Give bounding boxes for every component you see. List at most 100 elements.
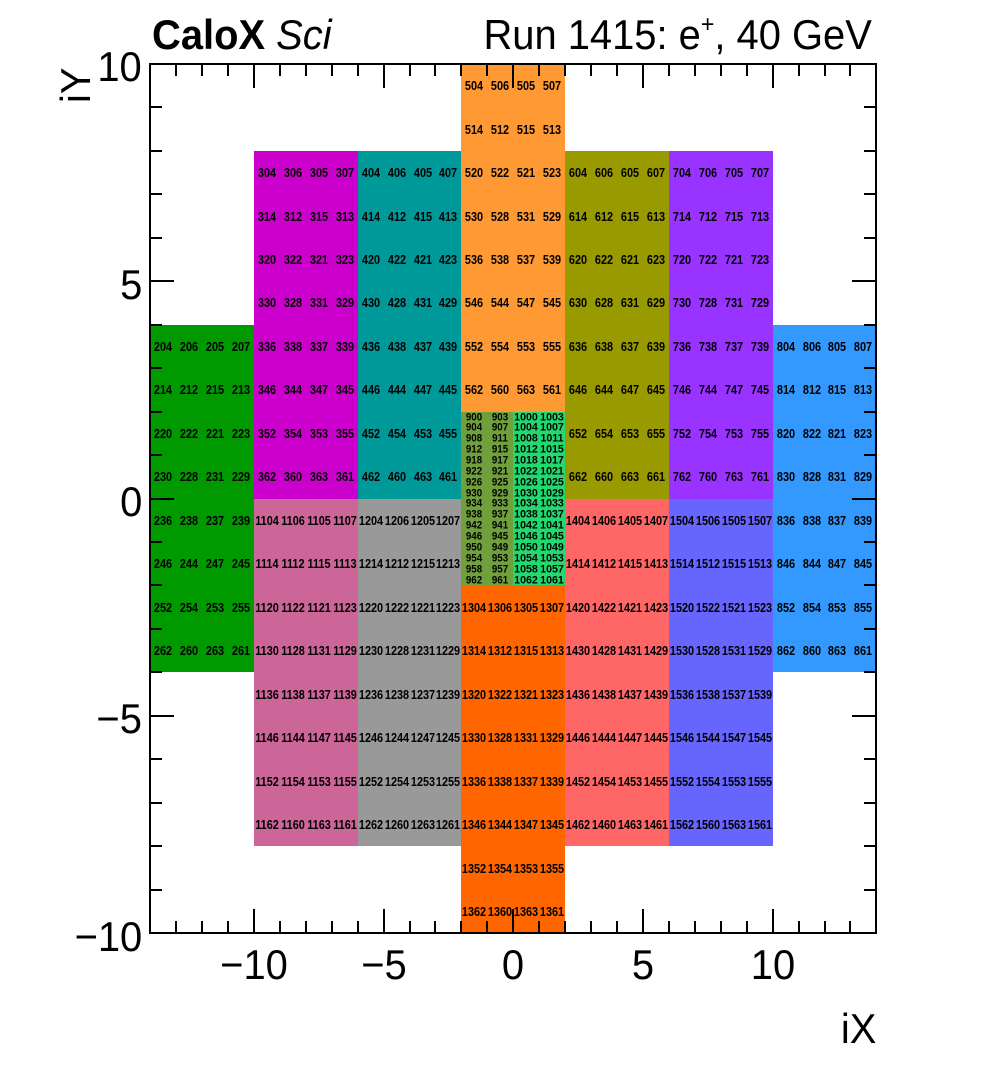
channel-1330: 1330 xyxy=(462,730,487,745)
channel-1236: 1236 xyxy=(358,687,383,702)
channel-545: 545 xyxy=(543,296,562,311)
channel-1363: 1363 xyxy=(514,904,539,919)
channel-1561: 1561 xyxy=(747,817,772,832)
channel-1049: 1049 xyxy=(540,541,565,554)
y-tick-label--10: −10 xyxy=(74,912,142,960)
channel-1344: 1344 xyxy=(488,817,513,832)
channel-1221: 1221 xyxy=(410,600,435,615)
channel-1522: 1522 xyxy=(695,600,720,615)
channel-1238: 1238 xyxy=(384,687,409,702)
channel-263: 263 xyxy=(205,643,225,658)
channel-712: 712 xyxy=(698,209,717,224)
axis-tick xyxy=(150,454,163,457)
axis-tick xyxy=(590,63,593,76)
channel-942: 942 xyxy=(466,519,483,532)
channel-962: 962 xyxy=(466,573,483,586)
channel-1545: 1545 xyxy=(747,730,772,745)
channel-739: 739 xyxy=(750,339,769,354)
axis-tick xyxy=(864,323,877,326)
channel-522: 522 xyxy=(491,165,510,180)
axis-tick xyxy=(667,63,670,76)
channel-429: 429 xyxy=(439,296,458,311)
channel-1336: 1336 xyxy=(462,774,487,789)
channel-221: 221 xyxy=(205,426,225,441)
channel-907: 907 xyxy=(492,421,509,434)
module-1000 xyxy=(513,411,566,586)
channel-253: 253 xyxy=(205,600,225,615)
channel-1239: 1239 xyxy=(436,687,461,702)
plot-title-detector: Sci xyxy=(275,11,332,59)
channel-1113: 1113 xyxy=(333,556,357,571)
module-1200 xyxy=(357,498,462,847)
channel-530: 530 xyxy=(465,209,484,224)
axis-tick xyxy=(330,63,333,76)
channel-822: 822 xyxy=(802,426,821,441)
channel-607: 607 xyxy=(646,165,666,180)
channel-838: 838 xyxy=(802,513,821,528)
channel-1415: 1415 xyxy=(617,556,643,571)
x-tick-label-10: 10 xyxy=(750,940,795,988)
channel-815: 815 xyxy=(828,383,847,398)
channel-707: 707 xyxy=(750,165,769,180)
channel-404: 404 xyxy=(361,165,380,180)
channel-1138: 1138 xyxy=(281,687,305,702)
channel-631: 631 xyxy=(620,296,640,311)
channel-957: 957 xyxy=(492,563,509,576)
axis-tick xyxy=(150,236,163,239)
plot-frame xyxy=(149,62,878,935)
channel-730: 730 xyxy=(672,296,691,311)
channel-653: 653 xyxy=(620,426,640,441)
axis-tick xyxy=(745,921,748,934)
channel-231: 231 xyxy=(205,470,225,485)
channel-1041: 1041 xyxy=(540,519,565,532)
channel-228: 228 xyxy=(180,470,199,485)
channel-645: 645 xyxy=(646,383,666,398)
axis-tick xyxy=(641,909,644,934)
channel-763: 763 xyxy=(724,470,743,485)
channel-1337: 1337 xyxy=(514,774,539,789)
channel-1552: 1552 xyxy=(669,774,694,789)
channel-214: 214 xyxy=(154,383,173,398)
channel-320: 320 xyxy=(257,252,276,267)
channel-949: 949 xyxy=(492,541,509,554)
channel-839: 839 xyxy=(854,513,873,528)
axis-tick xyxy=(512,63,515,88)
channel-1045: 1045 xyxy=(540,530,565,543)
channel-1229: 1229 xyxy=(436,643,461,658)
channel-644: 644 xyxy=(594,383,614,398)
axis-tick xyxy=(864,845,877,848)
channel-621: 621 xyxy=(620,252,640,267)
channel-918: 918 xyxy=(466,454,483,467)
axis-tick xyxy=(667,921,670,934)
channel-1136: 1136 xyxy=(255,687,279,702)
channel-421: 421 xyxy=(413,252,432,267)
channel-520: 520 xyxy=(465,165,484,180)
axis-tick xyxy=(797,63,800,76)
channel-1215: 1215 xyxy=(410,556,435,571)
axis-tick xyxy=(852,497,877,500)
channel-345: 345 xyxy=(335,383,354,398)
axis-tick xyxy=(150,497,175,500)
channel-363: 363 xyxy=(309,470,328,485)
channel-1413: 1413 xyxy=(643,556,669,571)
channel-436: 436 xyxy=(361,339,380,354)
channel-407: 407 xyxy=(439,165,458,180)
channel-1206: 1206 xyxy=(384,513,409,528)
channel-929: 929 xyxy=(492,487,509,500)
channel-930: 930 xyxy=(466,487,483,500)
channel-529: 529 xyxy=(543,209,562,224)
channel-715: 715 xyxy=(724,209,743,224)
channel-1062: 1062 xyxy=(514,573,539,586)
channel-1050: 1050 xyxy=(514,541,539,554)
channel-1255: 1255 xyxy=(436,774,461,789)
channel-337: 337 xyxy=(309,339,328,354)
axis-tick xyxy=(864,106,877,109)
channel-1152: 1152 xyxy=(255,774,279,789)
channel-504: 504 xyxy=(465,78,484,93)
channel-1514: 1514 xyxy=(669,556,694,571)
channel-853: 853 xyxy=(828,600,847,615)
channel-538: 538 xyxy=(491,252,510,267)
channel-1529: 1529 xyxy=(747,643,772,658)
channel-855: 855 xyxy=(854,600,873,615)
channel-704: 704 xyxy=(672,165,691,180)
